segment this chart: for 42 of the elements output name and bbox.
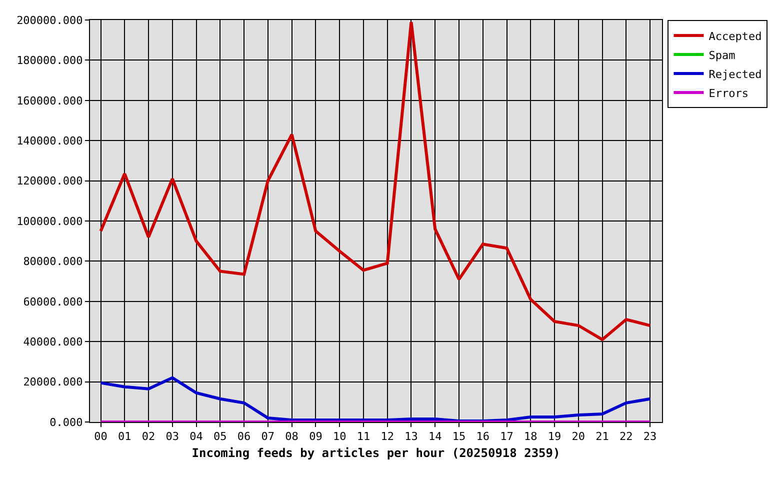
y-tick-label: 160000.000 bbox=[16, 94, 83, 108]
line-series bbox=[99, 376, 652, 422]
x-tick-label: 22 bbox=[620, 430, 633, 444]
legend-label: Errors bbox=[708, 86, 748, 100]
x-tick-label: 16 bbox=[476, 430, 490, 444]
x-tick-label: 03 bbox=[166, 430, 180, 444]
x-tick-label: 06 bbox=[237, 430, 251, 444]
y-tick-label: 80000.000 bbox=[23, 255, 83, 268]
legend-label: Spam bbox=[708, 48, 736, 62]
x-tick-label: 07 bbox=[261, 430, 275, 444]
line-series bbox=[99, 20, 652, 342]
x-tick-label: 18 bbox=[524, 430, 538, 444]
x-tick-label: 12 bbox=[380, 430, 394, 444]
x-tick-label: 09 bbox=[309, 430, 322, 444]
x-tick-label: 14 bbox=[428, 430, 442, 444]
y-tick-label: 60000.000 bbox=[23, 295, 83, 308]
x-tick-label: 05 bbox=[214, 430, 227, 444]
y-tick-label: 120000.000 bbox=[16, 174, 83, 188]
x-tick-label: 23 bbox=[643, 430, 657, 444]
legend-label: Rejected bbox=[708, 68, 762, 81]
x-tick-label: 02 bbox=[142, 430, 156, 444]
x-tick-label: 00 bbox=[94, 430, 108, 444]
y-tick-label: 100000.000 bbox=[16, 214, 83, 228]
x-tick-label: 01 bbox=[118, 430, 132, 444]
x-tick-label: 19 bbox=[548, 430, 562, 444]
x-tick-label: 13 bbox=[404, 430, 418, 444]
x-axis-title: Incoming feeds by articles per hour (20250918 2359) bbox=[192, 446, 560, 460]
x-tick-label: 17 bbox=[500, 430, 514, 444]
legend-label: Accepted bbox=[708, 30, 762, 43]
x-tick-label: 10 bbox=[332, 430, 346, 444]
x-tick-label: 20 bbox=[572, 430, 586, 444]
y-tick-label: 140000.000 bbox=[16, 134, 83, 148]
y-tick-label: 200000.000 bbox=[16, 14, 83, 27]
x-tick-label: 11 bbox=[356, 430, 370, 444]
x-tick-label: 15 bbox=[452, 430, 466, 444]
x-tick-label: 08 bbox=[285, 430, 298, 444]
y-tick-label: 40000.000 bbox=[23, 335, 83, 348]
x-tick-label: 21 bbox=[596, 430, 609, 444]
y-tick-label: 0.000 bbox=[50, 416, 83, 429]
y-tick-label: 20000.000 bbox=[23, 376, 83, 389]
y-tick-label: 180000.000 bbox=[16, 54, 83, 68]
x-tick-label: 04 bbox=[190, 430, 204, 444]
